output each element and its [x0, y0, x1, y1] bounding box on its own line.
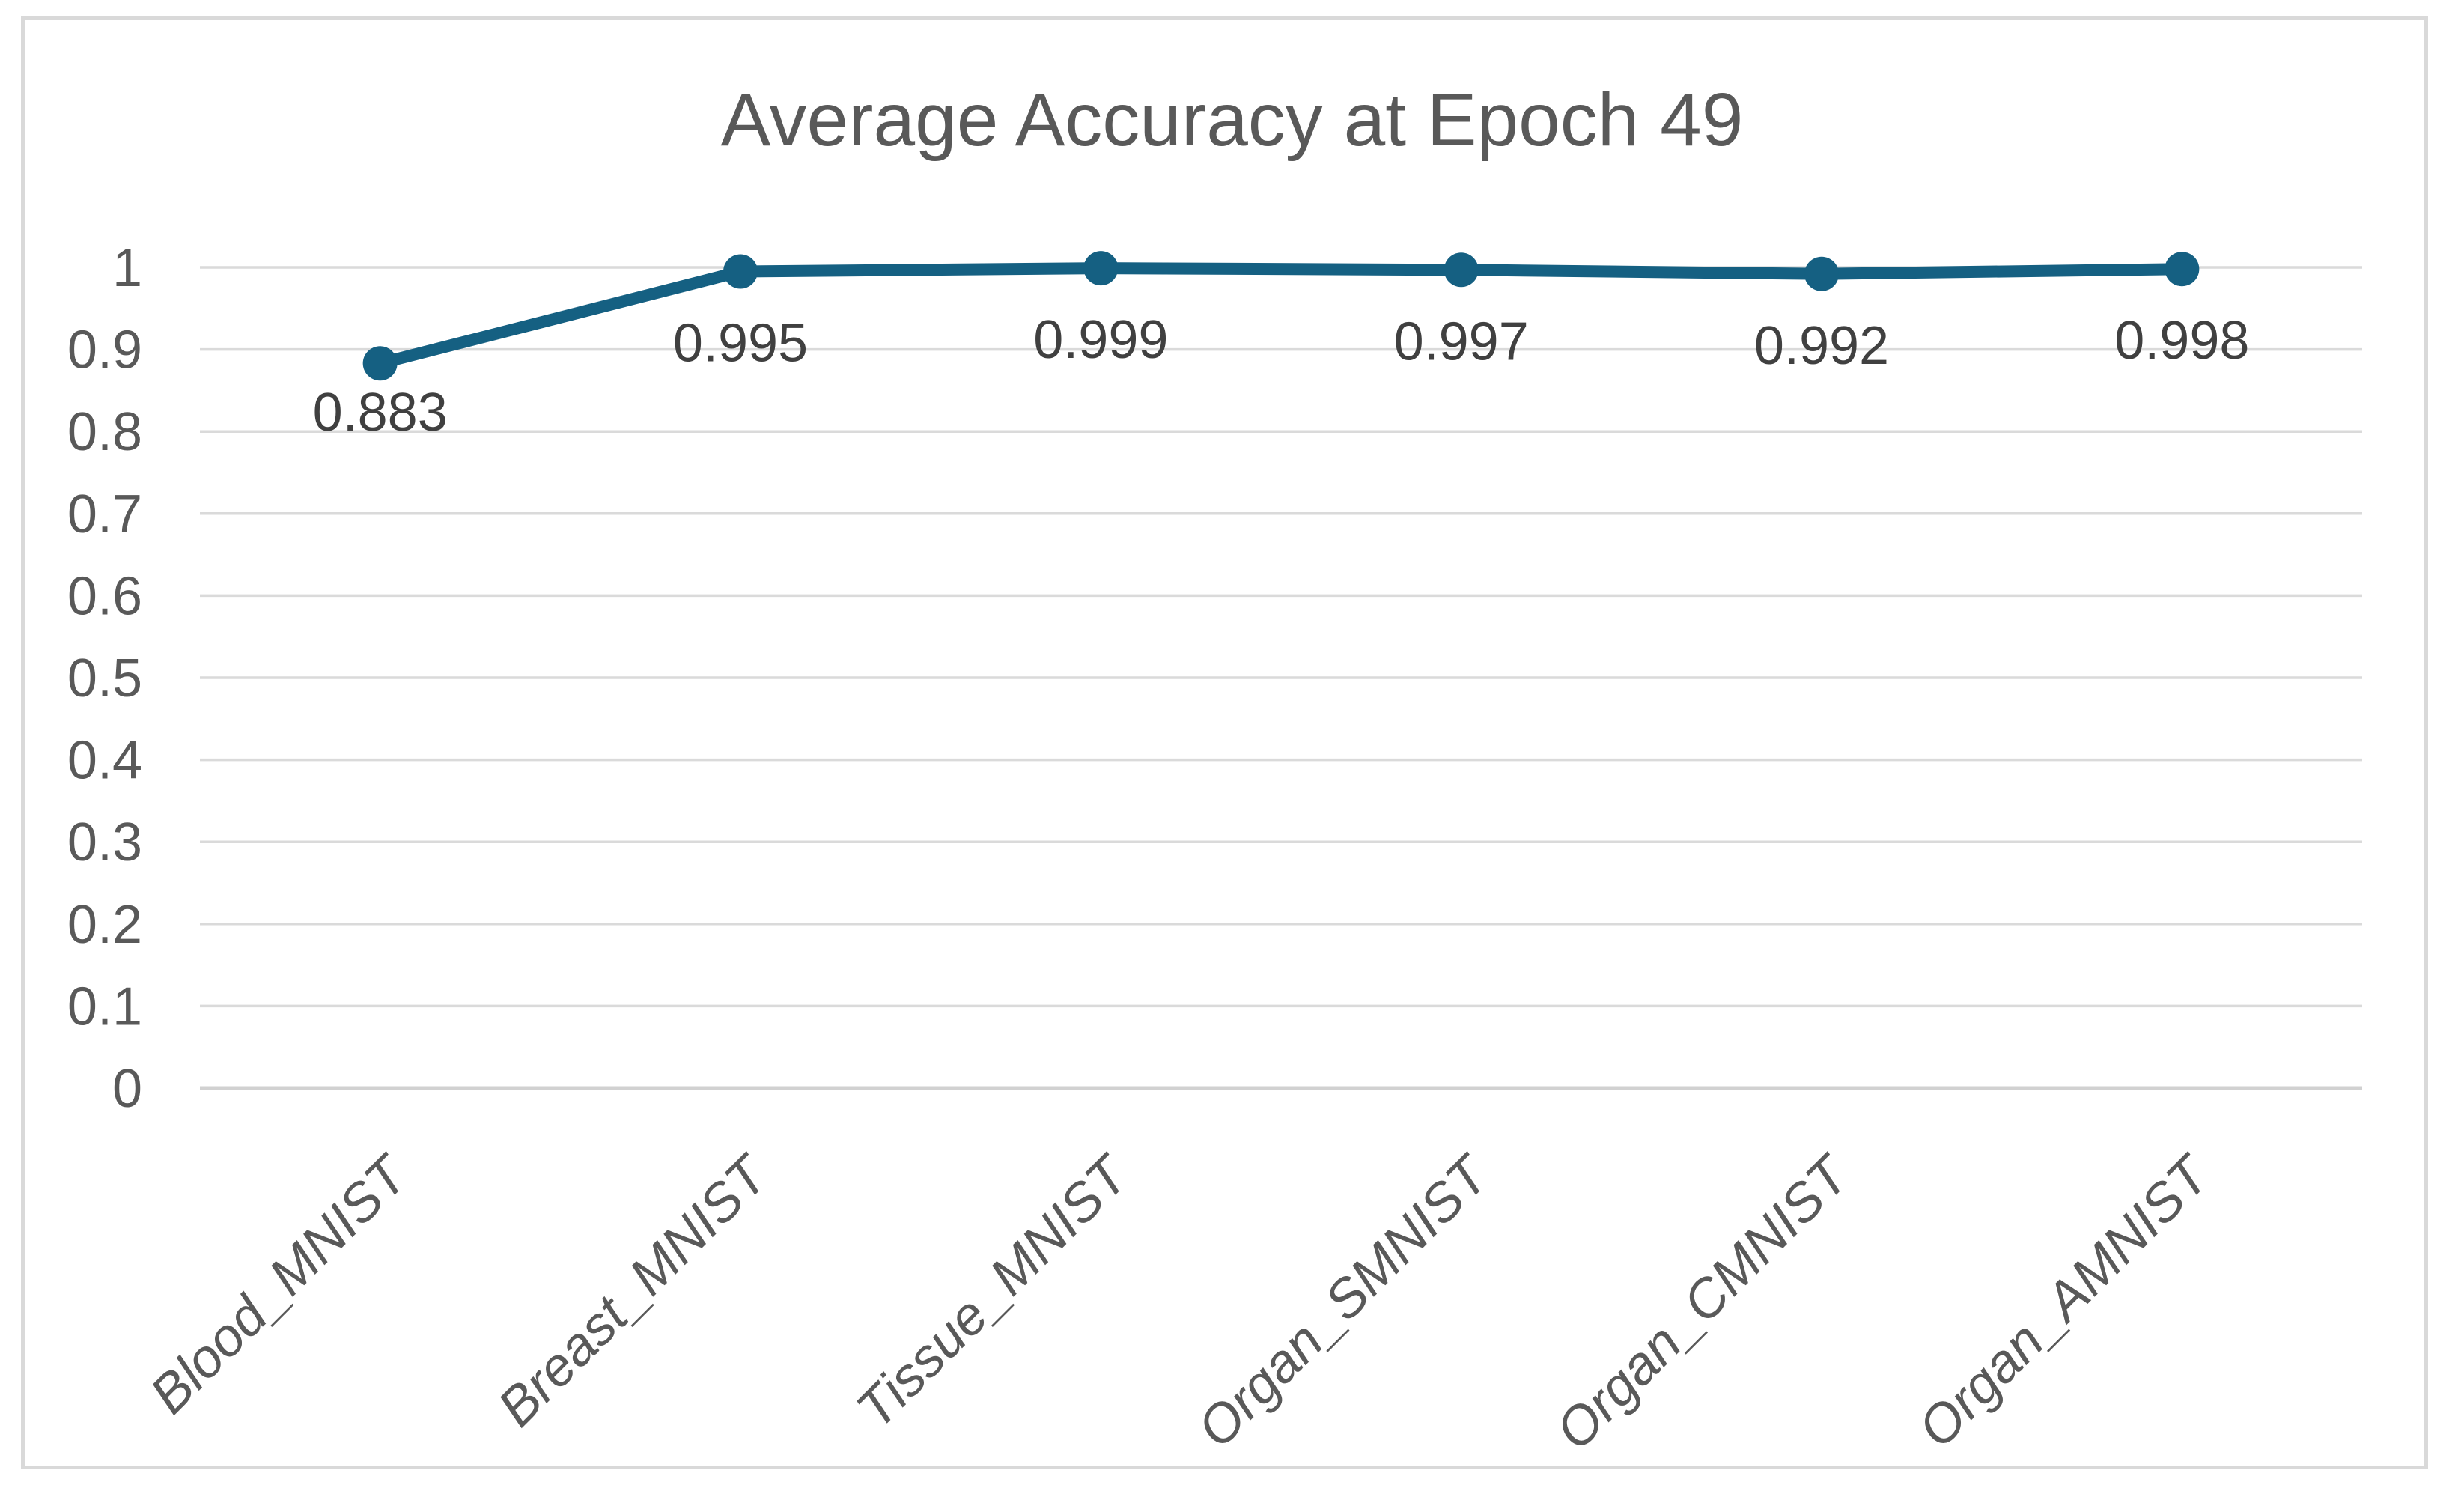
x-category-label: Blood_MNIST	[139, 1143, 422, 1425]
y-tick-label: 0.2	[67, 895, 142, 955]
data-label: 0.992	[1754, 316, 1889, 376]
x-category-label: Breast_MNIST	[487, 1143, 782, 1438]
y-tick-label: 1	[112, 238, 142, 298]
x-category-label: Organ_AMNIST	[1907, 1143, 2223, 1459]
y-tick-label: 0.1	[67, 977, 142, 1036]
y-tick-label: 0.5	[67, 649, 142, 708]
y-tick-label: 0	[112, 1059, 142, 1119]
y-tick-label: 0.3	[67, 813, 142, 872]
data-label: 0.883	[313, 383, 448, 443]
data-label: 0.999	[1033, 310, 1168, 370]
data-point-marker	[362, 346, 398, 381]
x-category-label: Organ_CMNIST	[1545, 1143, 1863, 1461]
chart-frame	[21, 16, 2428, 1469]
data-label: 0.998	[2114, 311, 2249, 371]
x-category-label: Organ_SMNIST	[1186, 1143, 1502, 1459]
y-tick-label: 0.4	[67, 731, 142, 791]
data-label: 0.997	[1394, 312, 1529, 371]
y-tick-label: 0.6	[67, 566, 142, 626]
series-line	[374, 262, 2188, 370]
data-point-marker	[1804, 256, 1839, 291]
x-category-label: Tissue_MNIST	[845, 1143, 1142, 1439]
y-tick-label: 0.8	[67, 402, 142, 462]
data-point-marker	[1083, 251, 1119, 286]
data-label: 0.995	[673, 313, 808, 373]
data-point-marker	[1444, 252, 1479, 288]
y-tick-label: 0.7	[67, 485, 142, 544]
y-tick-label: 0.9	[67, 321, 142, 380]
chart-title: Average Accuracy at Epoch 49	[720, 78, 1744, 162]
data-point-marker	[2165, 252, 2200, 287]
data-point-marker	[723, 254, 758, 289]
